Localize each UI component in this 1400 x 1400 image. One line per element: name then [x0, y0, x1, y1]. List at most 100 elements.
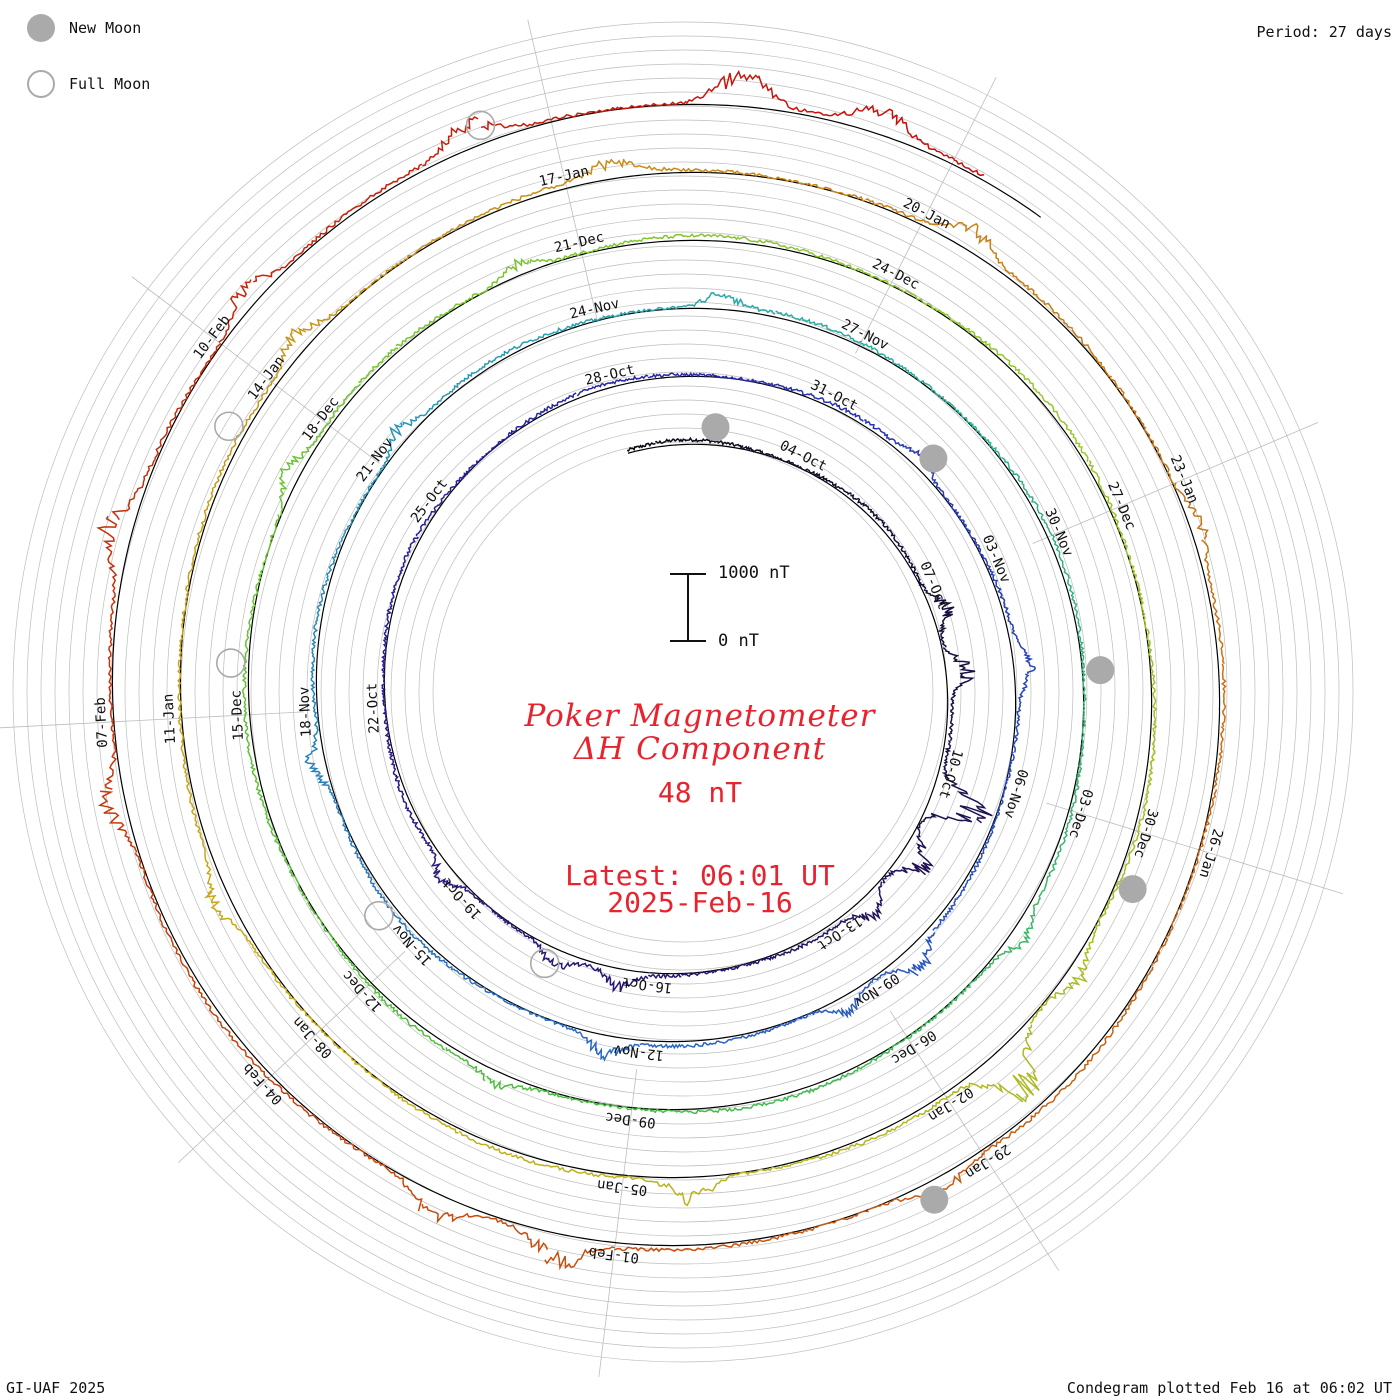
series-trace-segment	[866, 881, 883, 922]
series-trace-segment	[975, 827, 994, 866]
series-trace-segment	[363, 1067, 409, 1105]
series-trace-segment	[365, 871, 391, 909]
series-trace-segment	[893, 536, 911, 564]
series-trace-segment	[684, 292, 732, 308]
series-trace-segment	[1067, 579, 1080, 625]
grid-ring	[432, 441, 934, 943]
series-trace-segment	[953, 159, 985, 177]
series-trace-segment	[655, 438, 685, 444]
series-trace-segment	[203, 891, 248, 941]
plotted-label: Condegram plotted Feb 16 at 06:02 UT	[1066, 1379, 1392, 1397]
series-trace-segment	[187, 973, 226, 1030]
series-trace-segment	[775, 310, 820, 326]
series-trace-segment	[685, 233, 740, 241]
series-trace-segment	[154, 399, 185, 461]
series-trace-segment	[807, 1210, 869, 1232]
period-label: Period: 27 days	[1256, 23, 1392, 41]
series-trace-segment	[945, 497, 969, 531]
new-moon-marker	[1118, 875, 1147, 904]
series-trace-segment	[383, 602, 393, 639]
series-trace-segment	[937, 309, 983, 341]
series-trace-segment	[494, 912, 523, 934]
series-trace-segment	[969, 423, 1002, 459]
series-trace-segment	[1199, 789, 1218, 851]
chart-title: Poker Magnetometer	[524, 698, 876, 734]
grid-ring	[138, 147, 1228, 1237]
date-label: 03-Nov	[979, 533, 1013, 586]
series-trace-segment	[185, 776, 201, 834]
date-label: 16-Oct	[621, 974, 673, 996]
grid-spoke	[889, 1010, 1060, 1271]
grid-layer	[0, 19, 1354, 1377]
series-trace-segment	[433, 870, 470, 892]
series-trace-segment	[417, 938, 450, 969]
series-trace-segment	[791, 1148, 847, 1166]
series-trace-segment	[97, 790, 138, 853]
series-trace-segment	[983, 1115, 1036, 1156]
series-trace-segment	[440, 371, 476, 401]
series-trace-segment	[1148, 721, 1158, 778]
series-trace-segment	[757, 75, 824, 116]
series-trace-segment	[907, 1007, 946, 1040]
series-trace-segment	[1016, 673, 1030, 714]
series-trace-segment	[1143, 428, 1174, 485]
series-trace-segment	[454, 201, 509, 231]
full-moon-marker	[529, 948, 560, 979]
series-trace-segment	[415, 505, 437, 537]
series-trace-segment	[770, 453, 800, 468]
series-trace-segment	[1002, 597, 1017, 636]
grid-ring	[208, 217, 1158, 1167]
series-trace-segment	[320, 1029, 365, 1069]
series-trace-segment	[1212, 600, 1225, 665]
series-trace-segment	[405, 1017, 446, 1051]
series-trace-segment	[898, 1097, 948, 1128]
series-trace-segment	[278, 461, 294, 516]
series-trace-segment	[468, 891, 496, 914]
grid-ring	[320, 329, 1046, 1055]
series-trace-segment	[617, 100, 687, 110]
series-trace-segment	[265, 813, 287, 862]
grid-ring	[236, 245, 1130, 1139]
series-trace-segment	[623, 1175, 681, 1196]
grid-ring	[26, 35, 1340, 1349]
series-trace-segment	[368, 984, 407, 1020]
series-trace-segment	[486, 1075, 537, 1092]
series-trace-segment	[721, 375, 759, 384]
series-trace-segment	[761, 1017, 800, 1034]
series-trace-segment	[945, 974, 980, 1010]
series-trace-segment	[364, 163, 423, 203]
grid-ring	[306, 315, 1060, 1069]
series-trace-segment	[394, 775, 410, 810]
new-moon-icon	[27, 14, 55, 42]
series-trace-segment	[239, 381, 273, 434]
series-trace-segment	[581, 239, 634, 254]
series-trace-segment	[799, 1009, 844, 1020]
series-trace-segment	[458, 454, 487, 480]
series-trace-segment	[915, 812, 973, 831]
chart-subtitle: ΔH Component	[573, 731, 827, 767]
series-trace-segment	[950, 676, 975, 710]
grid-ring	[362, 371, 1004, 1013]
series-trace-segment	[177, 659, 183, 719]
scale-bottom-label: 0 nT	[718, 631, 759, 651]
series-trace-segment	[271, 327, 307, 383]
series-trace-segment	[566, 1168, 624, 1179]
series-trace-segment	[1029, 982, 1074, 1025]
date-label: 11-Jan	[160, 693, 179, 744]
grid-ring	[390, 399, 976, 985]
series-trace-segment	[184, 543, 199, 602]
series-trace-segment	[134, 852, 161, 915]
series-trace-segment	[746, 172, 807, 185]
series-trace-segment	[522, 931, 548, 962]
grid-ring	[334, 343, 1032, 1041]
series-trace-segment	[250, 764, 268, 815]
series-trace-segment	[559, 1023, 597, 1053]
full-moon-icon	[27, 70, 55, 98]
series-trace-segment	[108, 588, 116, 656]
series-trace-segment	[1142, 612, 1154, 668]
series-trace-segment	[484, 988, 523, 1011]
series-trace-segment	[1094, 882, 1121, 934]
grid-spoke	[131, 276, 380, 464]
date-label: 18-Nov	[296, 686, 315, 737]
